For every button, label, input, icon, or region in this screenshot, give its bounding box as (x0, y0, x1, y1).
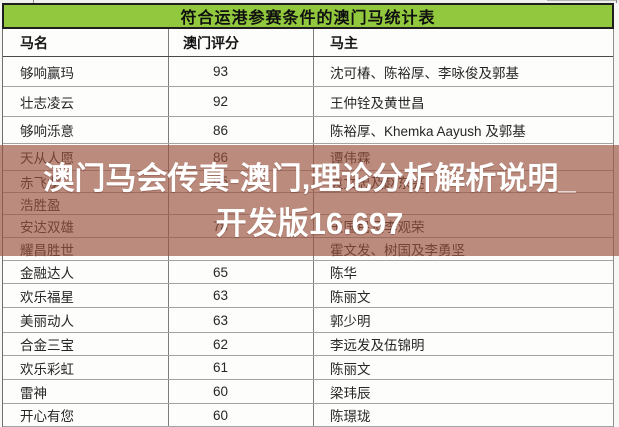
owner-cell: 沈可椿、陈裕厚、李咏俊及郭基 (330, 65, 519, 81)
table-row: 开心有您 60 陈璟珑 (3, 404, 613, 427)
owner-cell: 王仲铨及黄世昌 (330, 95, 425, 111)
horse-name-cell: 欢乐彩虹 (3, 356, 169, 379)
owner-cell: 梁玮辰 (330, 385, 371, 401)
rating-cell: 93 (169, 57, 314, 86)
rating-cell: 63 (169, 284, 314, 307)
owner-cell: 李远发及伍锦明 (330, 338, 425, 353)
horse-name-cell: 壮志凌云 (3, 87, 169, 116)
horse-name-cell: 够响泺意 (3, 117, 169, 143)
table-row: 欢乐彩虹 61 陈丽文 (3, 356, 613, 380)
column-header-macau-rating: 澳门评分 (169, 29, 314, 56)
horse-name-cell: 金融达人 (3, 261, 169, 283)
table-title-text: 符合运港参赛条件的澳门马统计表 (180, 10, 436, 27)
edge-tick-icon (616, 0, 617, 3)
horse-name-cell: 开心有您 (3, 404, 169, 426)
rating-cell: 86 (169, 117, 314, 143)
table-row: 够响赢玛 93 沈可椿、陈裕厚、李咏俊及郭基 (3, 57, 613, 87)
horse-name-cell: 美丽动人 (3, 308, 169, 332)
table-row: 壮志凌云 92 王仲铨及黄世昌 (3, 87, 613, 117)
owner-cell: 陈裕厚、Khemka Aayush 及郭基 (330, 124, 526, 139)
rating-cell: 63 (169, 308, 314, 332)
watermark-line1: 澳门马会传真-澳门,理论分析解析说明_ (43, 160, 576, 196)
owner-cell: 陈璟珑 (330, 409, 371, 424)
rating-cell: 92 (169, 87, 314, 116)
owner-cell: 陈丽文 (330, 289, 371, 305)
rating-cell: 62 (169, 333, 314, 355)
horse-name-cell: 雷神 (3, 380, 169, 403)
table-title: 符合运港参赛条件的澳门马统计表 (2, 3, 614, 29)
edge-line (547, 0, 617, 1)
owner-cell: 陈丽文 (330, 361, 371, 377)
watermark-overlay: 澳门马会传真-澳门,理论分析解析说明_ 开发版16.697 (0, 145, 619, 256)
watermark-line2: 开发版16.697 (215, 205, 404, 241)
horse-name-cell: 够响赢玛 (3, 57, 169, 86)
table-row: 雷神 60 梁玮辰 (3, 380, 613, 404)
owner-cell: 郭少明 (330, 314, 371, 329)
table-row: 欢乐福星 63 陈丽文 (3, 284, 613, 308)
horse-name-cell: 欢乐福星 (3, 284, 169, 307)
rating-cell: 61 (169, 356, 314, 379)
table-row: 金融达人 65 陈华 (3, 261, 613, 284)
table-row: 美丽动人 63 郭少明 (3, 308, 613, 333)
screen-edge-artifacts (0, 0, 619, 3)
column-header-horse-name: 马名 (3, 29, 169, 56)
horse-name-cell: 合金三宝 (3, 333, 169, 355)
rating-cell: 60 (169, 380, 314, 403)
owner-cell: 陈华 (330, 266, 357, 281)
edge-tick-icon (33, 0, 34, 3)
rating-cell: 65 (169, 261, 314, 283)
column-header-owner: 马主 (330, 34, 358, 51)
table-header-row: 马名 澳门评分 马主 (3, 29, 613, 57)
table-row: 合金三宝 62 李远发及伍锦明 (3, 333, 613, 356)
table-row: 够响泺意 86 陈裕厚、Khemka Aayush 及郭基 (3, 117, 613, 144)
rating-cell: 60 (169, 404, 314, 426)
